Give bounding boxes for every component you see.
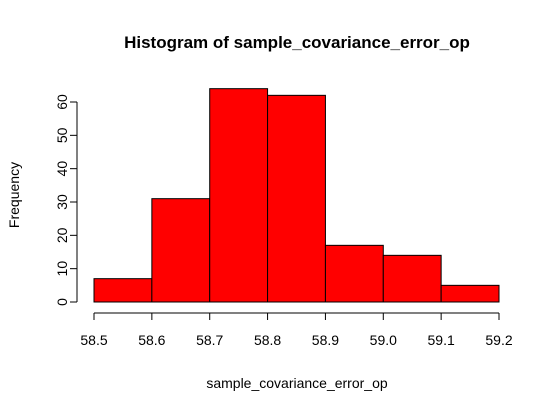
y-tick-label-2: 20 [54, 227, 70, 243]
y-tick-label-0: 0 [54, 298, 70, 306]
chart-title: Histogram of sample_covariance_error_op [124, 33, 470, 52]
histogram-bar-3 [267, 94, 326, 303]
bars-layer [93, 88, 500, 303]
x-tick-label-2: 58.7 [196, 332, 223, 348]
histogram-bar-0 [93, 278, 153, 303]
x-tick-label-3: 58.8 [254, 332, 281, 348]
x-tick-label-6: 59.1 [428, 332, 455, 348]
x-tick-label-1: 58.6 [138, 332, 165, 348]
x-tick-label-5: 59.0 [370, 332, 397, 348]
y-tick-label-6: 60 [54, 94, 70, 110]
histogram-bar-1 [151, 198, 211, 303]
x-tick-label-0: 58.5 [80, 332, 107, 348]
y-tick-label-3: 30 [54, 194, 70, 210]
histogram-bar-5 [382, 254, 442, 303]
histogram-bar-6 [440, 284, 500, 303]
y-axis: 0 10 20 30 40 50 60 [54, 94, 78, 306]
x-tick-label-7: 59.2 [485, 332, 512, 348]
histogram-bar-4 [324, 244, 384, 303]
x-tick-label-4: 58.9 [312, 332, 339, 348]
x-axis: 58.5 58.6 58.7 58.8 58.9 59.0 59.1 59.2 [80, 312, 513, 348]
histogram-bar-2 [209, 88, 269, 303]
y-tick-label-1: 10 [54, 261, 70, 277]
y-axis-label: Frequency [6, 162, 22, 228]
y-tick-label-4: 40 [54, 161, 70, 177]
x-axis-label: sample_covariance_error_op [206, 375, 388, 391]
y-tick-label-5: 50 [54, 127, 70, 143]
